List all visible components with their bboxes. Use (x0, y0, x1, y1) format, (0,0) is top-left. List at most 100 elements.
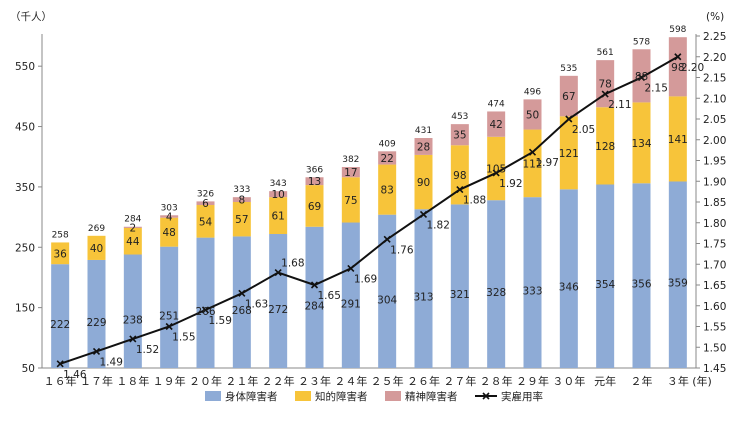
left-tick-label: 150 (15, 303, 35, 315)
legend-label: 精神障害者 (405, 390, 458, 403)
segment-label: 313 (413, 292, 433, 304)
segment-label: 35 (453, 130, 466, 142)
bar-segment-s2 (523, 129, 542, 198)
legend-label: 知的障害者 (315, 390, 368, 403)
segment-label: 75 (344, 195, 357, 207)
rate-marker (201, 306, 210, 314)
bar-segment-s2 (269, 197, 288, 234)
rate-label: 2.15 (645, 83, 668, 95)
bar-segment-s1 (51, 264, 70, 368)
x-tick-label: ３年 (667, 374, 689, 388)
segment-label: 67 (562, 91, 575, 103)
rate-label: 1.59 (209, 315, 232, 327)
segment-label: 134 (631, 138, 651, 150)
left-tick-label: 50 (22, 363, 35, 375)
x-tick-label: ２４年 (334, 374, 367, 388)
total-label: 578 (633, 37, 650, 47)
rate-marker (637, 73, 646, 82)
rate-point (310, 281, 319, 289)
rate-label: 1.69 (354, 273, 377, 285)
rate-label: 1.55 (172, 332, 195, 344)
left-tick-label: 250 (15, 242, 35, 254)
rate-label: 2.11 (608, 99, 631, 111)
bar-segment-s2 (559, 116, 578, 190)
segment-label: 268 (232, 305, 252, 317)
bar-segment-s2 (378, 164, 397, 215)
right-tick-label: 1.90 (703, 176, 726, 188)
bar-segment-s3 (196, 201, 215, 206)
x-tick-label: １８年 (116, 374, 149, 388)
rate-label: 1.65 (318, 290, 341, 302)
segment-label: 354 (595, 279, 615, 291)
bar-segment-s1 (232, 236, 251, 368)
segment-label: 333 (522, 286, 542, 298)
total-label: 366 (306, 165, 323, 175)
segment-label: 40 (90, 243, 103, 255)
rate-marker (310, 281, 319, 289)
bar-segment-s2 (341, 177, 360, 223)
bar-segment-s2 (450, 145, 469, 205)
segment-label: 112 (522, 158, 542, 170)
right-tick-label: 2.10 (703, 93, 726, 105)
segment-label: 98 (671, 62, 684, 74)
segment-label: 4 (166, 211, 173, 223)
bar-segment-s1 (87, 259, 106, 368)
rate-marker (383, 235, 391, 243)
segment-label: 272 (268, 304, 288, 316)
rate-marker (56, 360, 64, 368)
rate-marker (274, 268, 282, 277)
total-label: 382 (342, 155, 359, 165)
x-tick-label: ２年 (631, 374, 653, 388)
rate-marker (528, 148, 537, 156)
x-tick-label: １７年 (80, 374, 113, 388)
segment-label: 8 (238, 195, 245, 207)
rate-point (637, 73, 646, 82)
bar-segment-s3 (378, 151, 397, 165)
segment-label: 10 (271, 189, 284, 201)
segment-label: 48 (162, 227, 175, 239)
segment-label: 42 (489, 119, 502, 131)
bar-segment-s1 (596, 184, 615, 368)
right-tick-label: 2.15 (703, 73, 726, 85)
right-tick-label: 1.70 (703, 259, 726, 271)
bar-segment-s3 (123, 226, 142, 228)
rate-point (165, 322, 173, 331)
left-tick-label: 550 (15, 61, 35, 73)
bar-segment-s2 (51, 242, 70, 265)
x-tick-label: １６年 (44, 374, 77, 388)
segment-label: 251 (159, 310, 179, 322)
bar-segment-s2 (668, 96, 687, 182)
segment-label: 291 (341, 298, 361, 310)
legend: 身体障害者 知的障害者 精神障害者 実雇用率 (205, 390, 543, 403)
total-label: 409 (379, 139, 396, 149)
legend-label: 身体障害者 (225, 390, 278, 403)
bar-segment-s2 (196, 205, 215, 238)
legend-swatch-s2 (295, 391, 311, 401)
bar-segment-s1 (559, 189, 578, 368)
total-label: 303 (161, 203, 178, 213)
axes: 501502503504505501.451.501.551.601.651.7… (10, 11, 726, 388)
segment-label: 346 (559, 282, 579, 294)
bar-segment-s3 (341, 166, 360, 178)
bar-segment-s1 (450, 204, 469, 368)
bar-segment-s1 (269, 233, 288, 368)
segment-label: 54 (199, 216, 213, 228)
right-tick-label: 2.20 (703, 52, 726, 64)
segment-label: 229 (86, 317, 106, 329)
bar-segment-s1 (160, 246, 179, 368)
legend-swatch-s1 (205, 391, 221, 401)
rate-point (56, 360, 64, 368)
right-axis-unit: (%) (706, 11, 724, 23)
rate-label: 1.63 (245, 298, 268, 310)
rate-marker (419, 210, 428, 219)
segment-label: 128 (595, 141, 615, 153)
bar-segment-s2 (414, 154, 433, 210)
rate-label: 1.46 (63, 369, 87, 381)
segment-label: 13 (308, 176, 321, 188)
bar-segment-s3 (632, 49, 651, 103)
total-label: 326 (197, 189, 214, 199)
bar-segment-s1 (414, 209, 433, 368)
bar-segment-s3 (160, 215, 179, 218)
bar-segment-s1 (523, 197, 542, 368)
segment-label: 222 (50, 319, 70, 331)
